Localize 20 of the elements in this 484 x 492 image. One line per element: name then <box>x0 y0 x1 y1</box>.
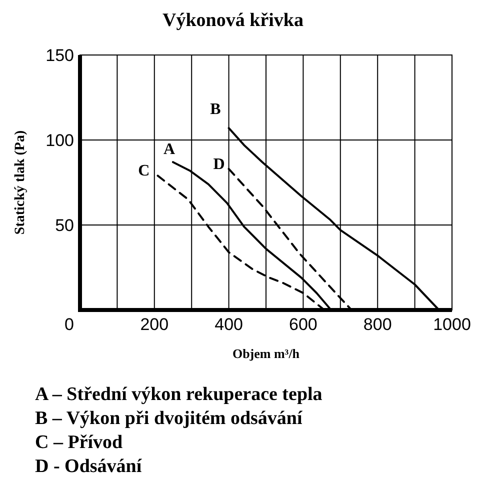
text: B – Výkon při dvojitém odsávání <box>35 408 303 429</box>
series-label: C <box>138 162 150 180</box>
x-tick-label: 800 <box>363 315 392 334</box>
x-tick-label: 200 <box>140 315 169 334</box>
x-tick-label: 1000 <box>433 315 471 334</box>
text: C – Přívod <box>35 432 124 453</box>
y-axis-title: Statický tlak (Pa) <box>13 130 28 235</box>
y-tick-label: 50 <box>55 216 74 235</box>
x-tick-label: 400 <box>214 315 243 334</box>
y-tick-label: 100 <box>46 131 74 150</box>
x-axis-title: Objem m³/h <box>232 346 300 361</box>
chart-title: Výkonová křivka <box>162 10 304 31</box>
series-label: D <box>213 156 225 173</box>
series-label: A <box>163 141 176 158</box>
y-tick-label: 150 <box>46 46 74 65</box>
text: D - Odsávání <box>35 456 142 477</box>
x-tick-label: 600 <box>289 315 318 334</box>
y-tick-label: 0 <box>64 315 74 334</box>
series-label: B <box>210 101 222 118</box>
text: A – Střední výkon rekuperace tepla <box>35 384 323 405</box>
